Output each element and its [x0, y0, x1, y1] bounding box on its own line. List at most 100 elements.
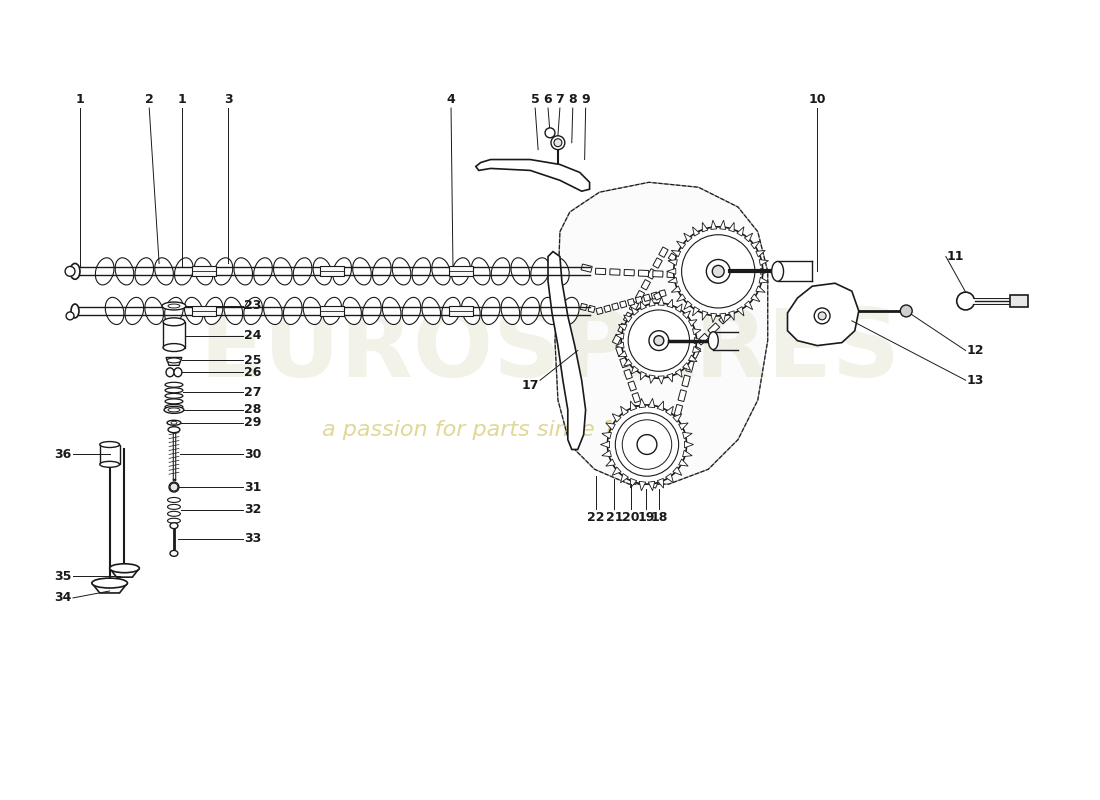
Polygon shape	[745, 301, 752, 310]
Circle shape	[653, 336, 663, 346]
Polygon shape	[602, 450, 612, 457]
Ellipse shape	[254, 258, 273, 285]
Polygon shape	[657, 478, 663, 488]
Bar	[718, 313, 730, 324]
Ellipse shape	[167, 511, 180, 516]
Circle shape	[628, 310, 690, 371]
Ellipse shape	[100, 442, 120, 447]
Polygon shape	[620, 406, 628, 415]
Ellipse shape	[314, 258, 332, 285]
Bar	[624, 270, 635, 276]
Text: 12: 12	[967, 344, 984, 357]
Polygon shape	[693, 346, 701, 353]
Polygon shape	[728, 222, 734, 232]
Polygon shape	[693, 226, 700, 236]
Text: 20: 20	[623, 511, 640, 524]
Ellipse shape	[165, 394, 183, 398]
Bar	[320, 306, 344, 316]
Bar	[612, 303, 619, 310]
Text: 23: 23	[244, 299, 262, 313]
Bar	[636, 296, 642, 304]
Bar	[191, 266, 216, 276]
Text: 18: 18	[650, 511, 668, 524]
Text: 22: 22	[586, 511, 604, 524]
Ellipse shape	[96, 258, 114, 285]
Polygon shape	[719, 220, 726, 230]
Text: 29: 29	[244, 416, 262, 430]
Text: 10: 10	[808, 93, 826, 106]
Bar	[656, 462, 666, 474]
Bar	[670, 419, 679, 431]
Ellipse shape	[110, 564, 140, 573]
Ellipse shape	[304, 298, 322, 325]
Polygon shape	[745, 233, 752, 242]
Ellipse shape	[167, 420, 180, 426]
Polygon shape	[624, 315, 632, 322]
Ellipse shape	[167, 518, 180, 523]
Polygon shape	[666, 474, 673, 483]
Bar	[613, 334, 621, 345]
Polygon shape	[618, 325, 627, 330]
Ellipse shape	[70, 263, 80, 279]
Ellipse shape	[72, 304, 79, 318]
Bar	[619, 301, 627, 308]
Ellipse shape	[521, 298, 539, 325]
Bar	[674, 405, 683, 416]
Ellipse shape	[294, 258, 312, 285]
Ellipse shape	[167, 505, 180, 510]
Text: 1: 1	[76, 93, 85, 106]
Bar	[708, 323, 719, 334]
Polygon shape	[166, 358, 182, 366]
Bar	[669, 253, 679, 263]
Bar	[740, 291, 752, 303]
Ellipse shape	[531, 258, 549, 285]
Polygon shape	[668, 278, 678, 283]
Ellipse shape	[472, 258, 490, 285]
Text: 19: 19	[637, 511, 654, 524]
Ellipse shape	[412, 258, 431, 285]
Polygon shape	[110, 568, 140, 577]
Polygon shape	[630, 478, 637, 488]
Polygon shape	[673, 467, 682, 475]
Polygon shape	[719, 314, 726, 322]
Ellipse shape	[100, 462, 120, 467]
Bar	[320, 266, 344, 276]
Ellipse shape	[224, 298, 243, 325]
Ellipse shape	[163, 318, 185, 326]
Text: EUROSPARES: EUROSPARES	[199, 305, 901, 397]
Text: 2: 2	[145, 93, 154, 106]
Ellipse shape	[168, 304, 180, 308]
Text: 35: 35	[54, 570, 72, 582]
Ellipse shape	[91, 578, 128, 588]
Bar	[691, 346, 701, 358]
Polygon shape	[751, 294, 760, 302]
Bar	[616, 346, 624, 356]
Polygon shape	[668, 260, 678, 266]
Polygon shape	[684, 233, 692, 242]
Polygon shape	[671, 250, 681, 257]
Polygon shape	[676, 294, 685, 302]
Bar	[695, 273, 706, 279]
Bar	[619, 358, 628, 368]
Circle shape	[551, 136, 564, 150]
Bar	[627, 298, 635, 306]
Ellipse shape	[163, 343, 185, 351]
Polygon shape	[618, 351, 627, 357]
Bar	[588, 306, 595, 313]
Ellipse shape	[116, 258, 134, 285]
Polygon shape	[683, 311, 691, 318]
Bar	[625, 429, 632, 438]
Polygon shape	[711, 220, 717, 230]
Ellipse shape	[164, 406, 184, 414]
Bar	[662, 448, 671, 460]
Polygon shape	[693, 329, 701, 335]
Ellipse shape	[353, 258, 372, 285]
Ellipse shape	[343, 298, 362, 325]
Ellipse shape	[175, 258, 194, 285]
Bar	[628, 417, 636, 426]
Bar	[191, 306, 216, 316]
Polygon shape	[616, 333, 624, 339]
Text: 1: 1	[177, 93, 186, 106]
Circle shape	[649, 330, 669, 350]
Bar	[641, 279, 650, 290]
